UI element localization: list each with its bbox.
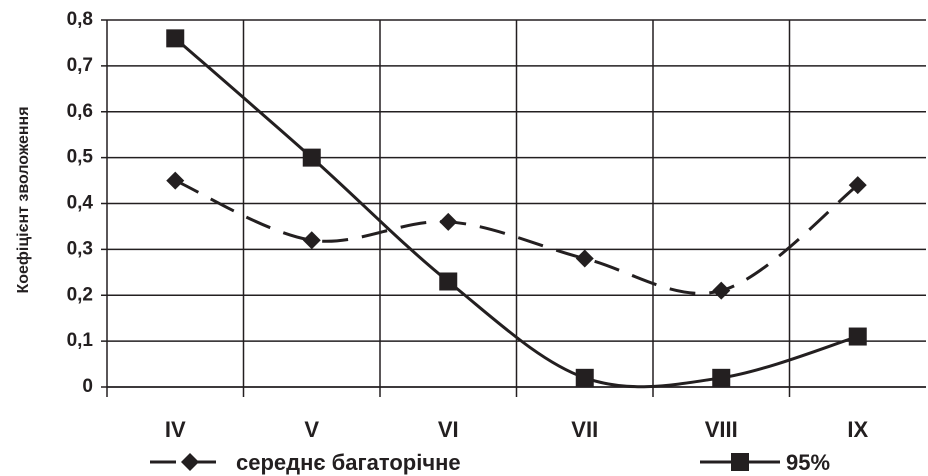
y-tick-label: 0,7 xyxy=(67,55,93,76)
y-tick-label: 0,8 xyxy=(67,9,93,30)
data-point xyxy=(575,249,594,268)
data-point xyxy=(439,212,458,231)
data-point xyxy=(575,368,594,387)
legend-label: середнє багаторічне xyxy=(236,450,461,475)
data-point xyxy=(848,176,867,195)
y-tick-label: 0 xyxy=(82,376,93,397)
x-tick-label: V xyxy=(304,417,319,442)
x-tick-label: IV xyxy=(165,417,186,442)
x-tick-label: VII xyxy=(571,417,598,442)
legend-marker xyxy=(731,453,749,471)
data-point xyxy=(302,231,321,250)
data-point xyxy=(302,148,321,167)
x-tick-label: VIII xyxy=(705,417,738,442)
y-tick-label: 0,4 xyxy=(67,193,94,214)
y-tick-label: 0,2 xyxy=(67,284,93,305)
data-point xyxy=(712,281,731,300)
data-point xyxy=(166,171,185,190)
y-tick-label: 0,1 xyxy=(67,330,94,351)
x-tick-label: IX xyxy=(847,417,868,442)
data-point xyxy=(166,29,185,48)
x-tick-label: VI xyxy=(438,417,459,442)
series-line xyxy=(174,179,859,295)
legend-marker xyxy=(181,453,199,471)
data-point xyxy=(848,327,867,346)
legend-label: 95% xyxy=(786,450,830,475)
y-tick-label: 0,6 xyxy=(67,101,93,122)
y-tick-label: 0,5 xyxy=(67,147,94,168)
y-tick-label: 0,3 xyxy=(67,238,93,259)
y-axis-label: Коефіцієнт зволоження xyxy=(15,106,32,293)
data-point xyxy=(712,368,731,387)
data-point xyxy=(439,272,458,291)
